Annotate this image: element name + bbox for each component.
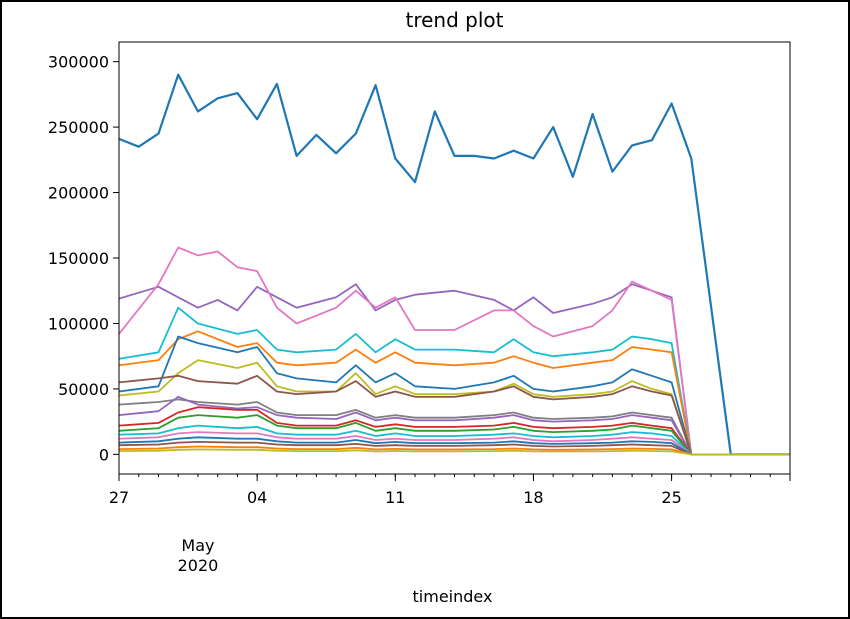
series-line-5 xyxy=(118,330,790,456)
series-line-3 xyxy=(118,246,790,456)
series-line-18 xyxy=(118,448,790,456)
series-line-10 xyxy=(118,395,790,456)
series-line-6 xyxy=(118,335,790,456)
y-tick-label: 100000 xyxy=(48,314,109,333)
series-lines xyxy=(118,73,790,456)
y-tick-label: 300000 xyxy=(48,53,109,72)
series-line-12 xyxy=(118,414,790,456)
x-axis-label: timeindex xyxy=(413,587,493,606)
x-tick-label: 25 xyxy=(661,488,681,507)
x-axis-ticks: 27 04 11 18 25 xyxy=(109,474,791,507)
series-line-7 xyxy=(118,359,790,456)
x-tick-label: 27 xyxy=(109,488,129,507)
x-axis-month-label: May xyxy=(181,536,214,555)
series-line-1 xyxy=(118,73,790,456)
y-tick-label: 150000 xyxy=(48,249,109,268)
series-line-8 xyxy=(118,374,790,456)
series-line-15 xyxy=(118,436,790,456)
y-tick-label: 50000 xyxy=(58,380,109,399)
series-line-2 xyxy=(118,283,790,456)
series-line-9 xyxy=(118,398,790,456)
y-tick-label: 0 xyxy=(99,445,109,464)
series-line-13 xyxy=(118,424,790,456)
series-line-4 xyxy=(118,306,790,456)
series-line-14 xyxy=(118,431,790,456)
x-tick-label: 18 xyxy=(523,488,543,507)
x-tick-label: 11 xyxy=(385,488,405,507)
series-line-16 xyxy=(118,440,790,456)
x-tick-label: 04 xyxy=(247,488,267,507)
chart-title: trend plot xyxy=(406,8,504,32)
y-axis-ticks: 0 50000 100000 150000 200000 250000 300000 xyxy=(48,53,119,464)
x-axis-year-label: 2020 xyxy=(178,556,219,575)
series-line-11 xyxy=(118,406,790,456)
y-tick-label: 200000 xyxy=(48,184,109,203)
y-tick-label: 250000 xyxy=(48,118,109,137)
series-line-17 xyxy=(118,445,790,456)
